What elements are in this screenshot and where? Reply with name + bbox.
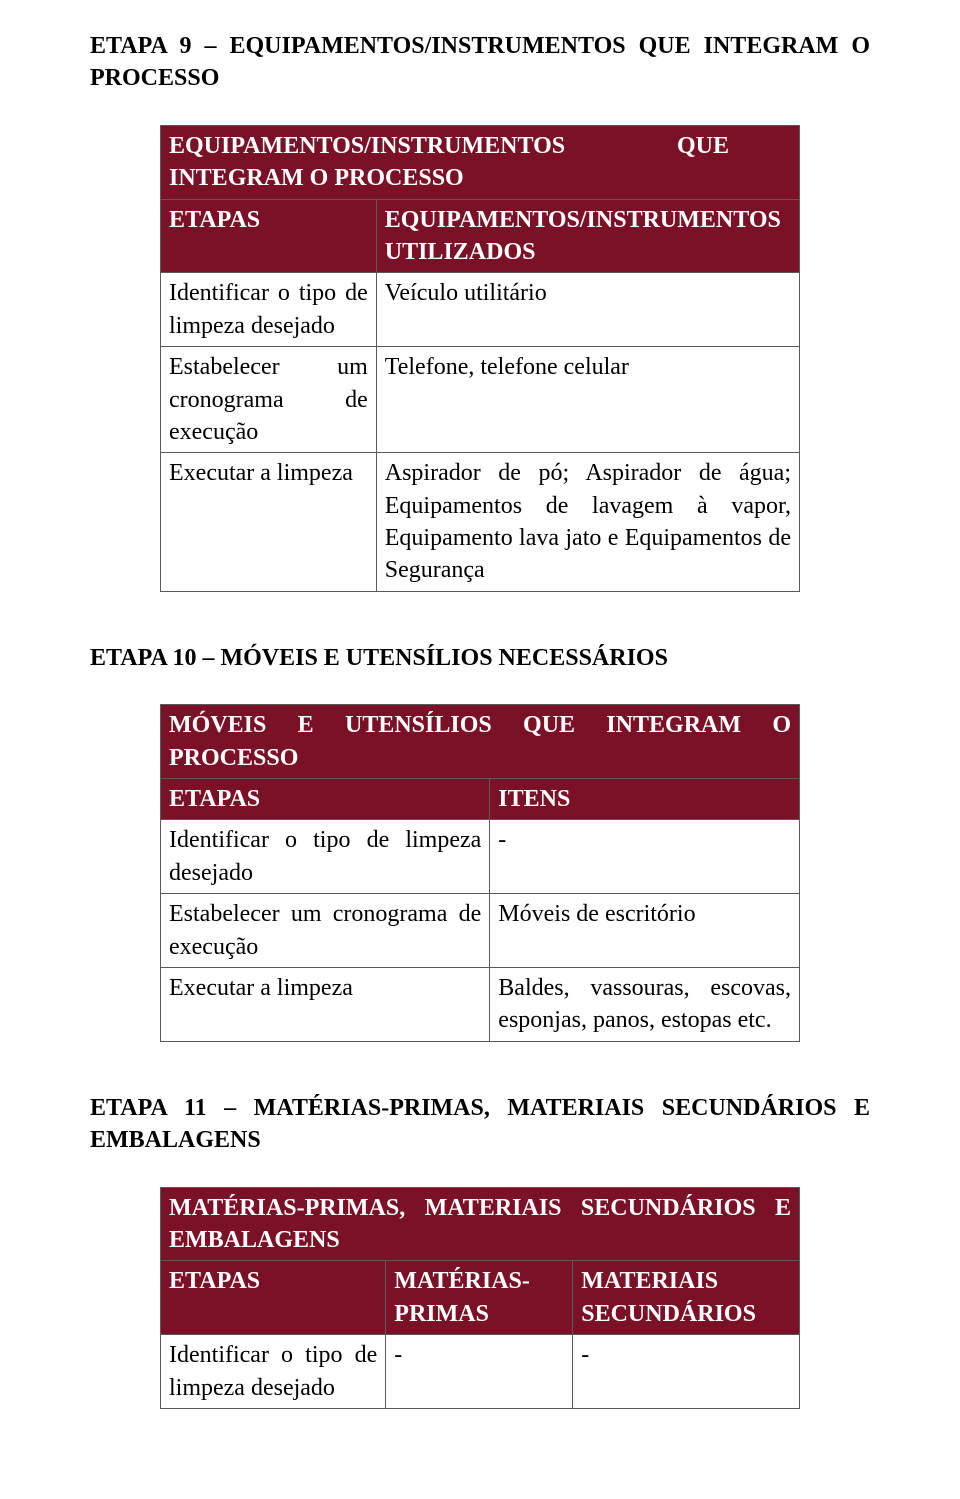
etapa9-r1-c2: Telefone, telefone celular [376,347,799,453]
etapa10-table: MÓVEIS E UTENSÍLIOS QUE INTEGRAM O PROCE… [160,704,800,1042]
etapa11-r0-c2: - [386,1335,573,1409]
etapa11-heading: ETAPA 11 – MATÉRIAS-PRIMAS, MATERIAIS SE… [90,1092,870,1157]
etapa9-r2-c2: Aspirador de pó; Aspirador de água; Equi… [376,453,799,592]
etapa9-col2-header: EQUIPAMENTOS/INSTRUMENTOS UTILIZADOS [376,199,799,273]
etapa10-r1-c1: Estabelecer um cronograma de execução [161,894,490,968]
etapa9-col1-header: ETAPAS [161,199,377,273]
etapa10-r0-c2: - [490,820,800,894]
etapa9-r0-c2: Veículo utilitário [376,273,799,347]
etapa9-r0-c1: Identificar o tipo de limpeza desejado [161,273,377,347]
table-row: Executar a limpeza Aspirador de pó; Aspi… [161,453,800,592]
etapa11-r0-c3: - [573,1335,800,1409]
table-row: Identificar o tipo de limpeza desejado - [161,820,800,894]
etapa10-r2-c2: Baldes, vassouras, escovas, esponjas, pa… [490,967,800,1041]
etapa9-table-title: EQUIPAMENTOS/INSTRUMENTOS QUE INTEGRAM O… [161,125,800,199]
etapa9-heading: ETAPA 9 – EQUIPAMENTOS/INSTRUMENTOS QUE … [90,30,870,95]
etapa11-col1-header: ETAPAS [161,1261,386,1335]
etapa10-r1-c2: Móveis de escritório [490,894,800,968]
etapa10-r2-c1: Executar a limpeza [161,967,490,1041]
table-row: Estabelecer um cronograma de execução Mó… [161,894,800,968]
etapa9-table-title-line1: EQUIPAMENTOS/INSTRUMENTOS [169,133,565,159]
table-row: Identificar o tipo de limpeza desejado -… [161,1335,800,1409]
etapa11-r0-c1: Identificar o tipo de limpeza desejado [161,1335,386,1409]
etapa9-r2-c1: Executar a limpeza [161,453,377,592]
etapa10-col1-header: ETAPAS [161,779,490,820]
etapa10-heading: ETAPA 10 – MÓVEIS E UTENSÍLIOS NECESSÁRI… [90,642,870,674]
table-row: Estabelecer um cronograma de execução Te… [161,347,800,453]
table-row: Executar a limpeza Baldes, vassouras, es… [161,967,800,1041]
etapa10-table-title: MÓVEIS E UTENSÍLIOS QUE INTEGRAM O PROCE… [161,705,800,779]
etapa11-col3-header: MATERIAIS SECUNDÁRIOS [573,1261,800,1335]
page: ETAPA 9 – EQUIPAMENTOS/INSTRUMENTOS QUE … [0,0,960,1499]
etapa9-table-title-que: QUE [677,130,729,162]
etapa11-table-title: MATÉRIAS-PRIMAS, MATERIAIS SECUNDÁRIOS E… [161,1187,800,1261]
etapa10-col2-header: ITENS [490,779,800,820]
etapa10-r0-c1: Identificar o tipo de limpeza desejado [161,820,490,894]
table-row: Identificar o tipo de limpeza desejado V… [161,273,800,347]
etapa9-table: EQUIPAMENTOS/INSTRUMENTOS QUE INTEGRAM O… [160,125,800,592]
etapa11-col2-header: MATÉRIAS-PRIMAS [386,1261,573,1335]
etapa9-r1-c1: Estabelecer um cronograma de execução [161,347,377,453]
etapa9-table-title-line2: INTEGRAM O PROCESSO [169,165,464,191]
etapa11-table: MATÉRIAS-PRIMAS, MATERIAIS SECUNDÁRIOS E… [160,1187,800,1409]
